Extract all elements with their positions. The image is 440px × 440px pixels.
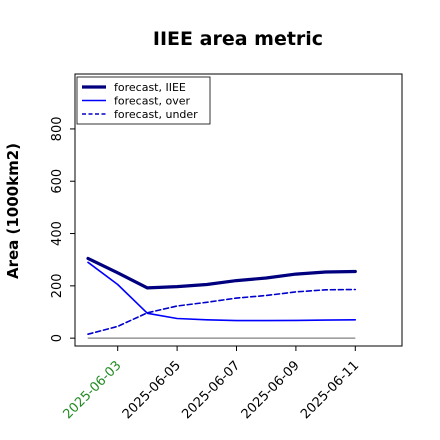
y-tick-label: 600 [50,169,65,194]
y-tick-label: 0 [50,334,65,342]
y-tick-label: 800 [50,117,65,142]
y-axis-label: Area (1000km2) [4,143,22,279]
series-line-1 [87,261,357,322]
legend-label-2: forecast, under [114,108,198,121]
x-tick-label: 2025-06-07 [179,358,243,422]
y-tick-label: 400 [50,221,65,246]
series-line-2 [87,288,357,336]
x-tick-label: 2025-06-09 [239,358,303,422]
x-tick-label: 2025-06-05 [120,358,184,422]
legend-label-1: forecast, over [114,95,190,108]
chart-title: IIEE area metric [153,28,323,50]
series-line-0 [86,256,357,290]
legend-label-0: forecast, IIEE [114,81,186,94]
x-tick-label: 2025-06-03 [60,358,124,422]
y-tick-label: 200 [50,273,65,298]
x-tick-label: 2025-06-11 [298,358,362,422]
plot-frame [74,73,403,347]
